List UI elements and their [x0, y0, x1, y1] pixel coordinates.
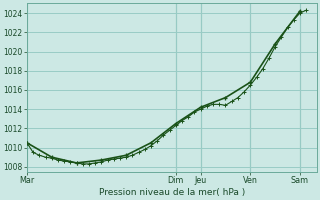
X-axis label: Pression niveau de la mer( hPa ): Pression niveau de la mer( hPa ) — [99, 188, 245, 197]
